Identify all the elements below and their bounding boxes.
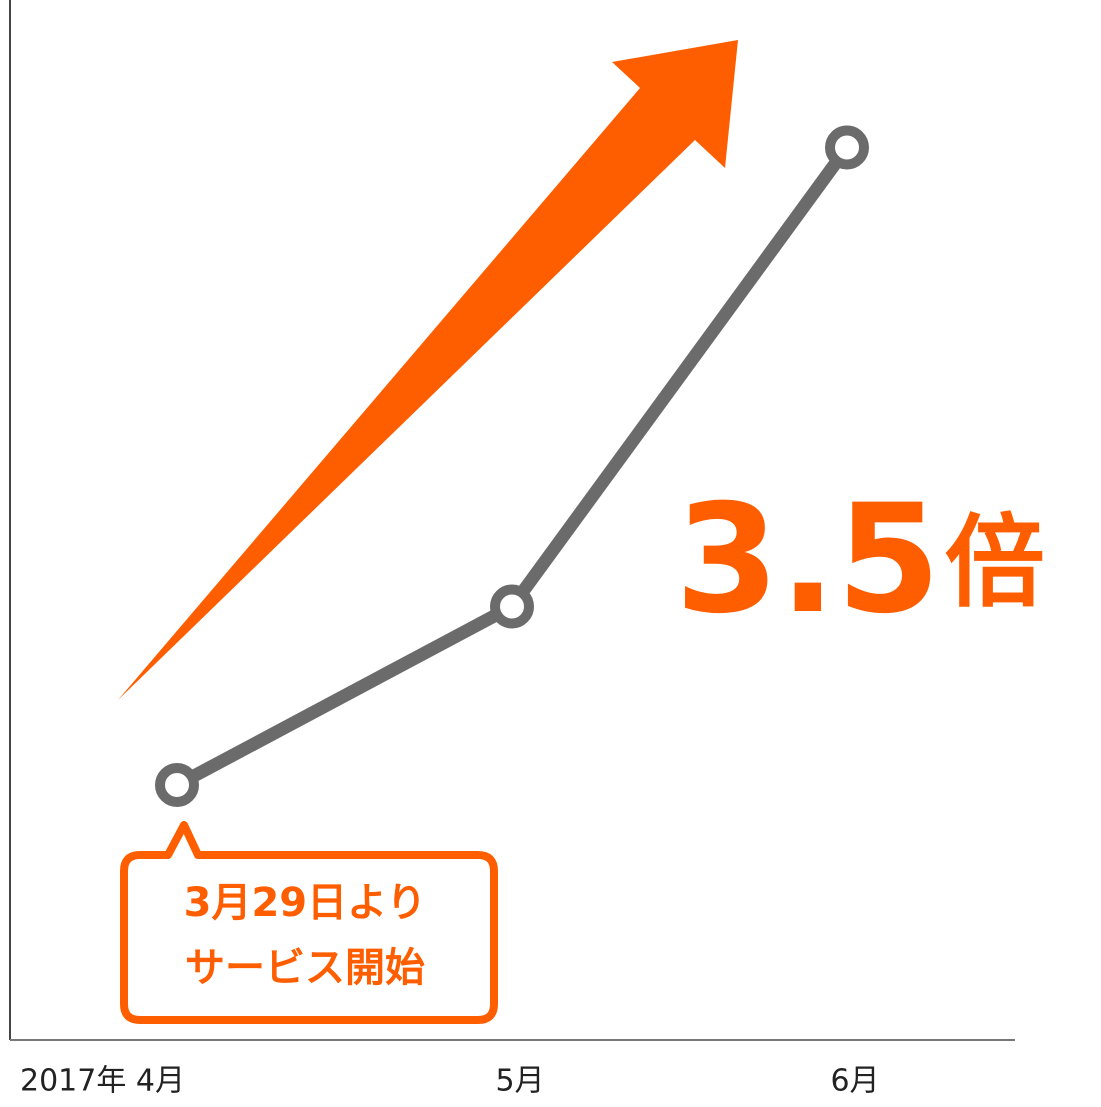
- trend-arrow: [118, 40, 738, 700]
- x-tick-label: 6月: [830, 1064, 879, 1099]
- multiplier-label: 3.5倍: [675, 473, 1045, 647]
- multiplier-suffix: 倍: [945, 504, 1045, 621]
- point: [490, 584, 534, 629]
- point: [825, 125, 869, 170]
- x-tick-label: 2017年 4月: [20, 1064, 185, 1099]
- x-tick-label: 5月: [495, 1064, 544, 1099]
- multiplier-number: 3.5: [675, 473, 941, 647]
- callout-line: 3月29日より: [184, 880, 427, 926]
- callout: 3月29日より サービス開始: [120, 821, 498, 1024]
- callout-box: [120, 821, 498, 1024]
- point: [155, 763, 199, 807]
- callout-line: サービス開始: [185, 945, 425, 991]
